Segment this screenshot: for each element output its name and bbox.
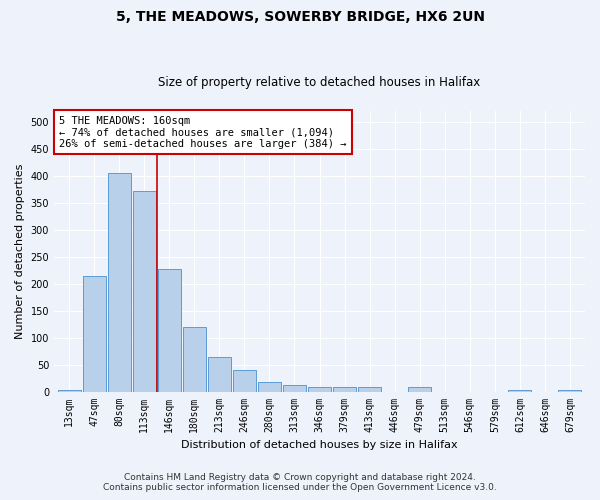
Bar <box>508 390 532 392</box>
Bar <box>183 327 206 392</box>
Bar <box>358 387 381 392</box>
Bar <box>133 190 156 392</box>
Bar <box>233 370 256 392</box>
Bar <box>283 384 306 392</box>
X-axis label: Distribution of detached houses by size in Halifax: Distribution of detached houses by size … <box>181 440 458 450</box>
Bar <box>333 387 356 392</box>
Bar <box>258 382 281 392</box>
Text: 5 THE MEADOWS: 160sqm
← 74% of detached houses are smaller (1,094)
26% of semi-d: 5 THE MEADOWS: 160sqm ← 74% of detached … <box>59 116 347 149</box>
Bar <box>58 390 80 392</box>
Text: Contains HM Land Registry data © Crown copyright and database right 2024.
Contai: Contains HM Land Registry data © Crown c… <box>103 473 497 492</box>
Bar <box>208 356 231 392</box>
Title: Size of property relative to detached houses in Halifax: Size of property relative to detached ho… <box>158 76 481 90</box>
Bar <box>83 276 106 392</box>
Bar <box>408 387 431 392</box>
Bar <box>158 269 181 392</box>
Bar <box>308 387 331 392</box>
Y-axis label: Number of detached properties: Number of detached properties <box>15 164 25 339</box>
Bar <box>559 390 581 392</box>
Bar <box>107 174 131 392</box>
Text: 5, THE MEADOWS, SOWERBY BRIDGE, HX6 2UN: 5, THE MEADOWS, SOWERBY BRIDGE, HX6 2UN <box>115 10 485 24</box>
